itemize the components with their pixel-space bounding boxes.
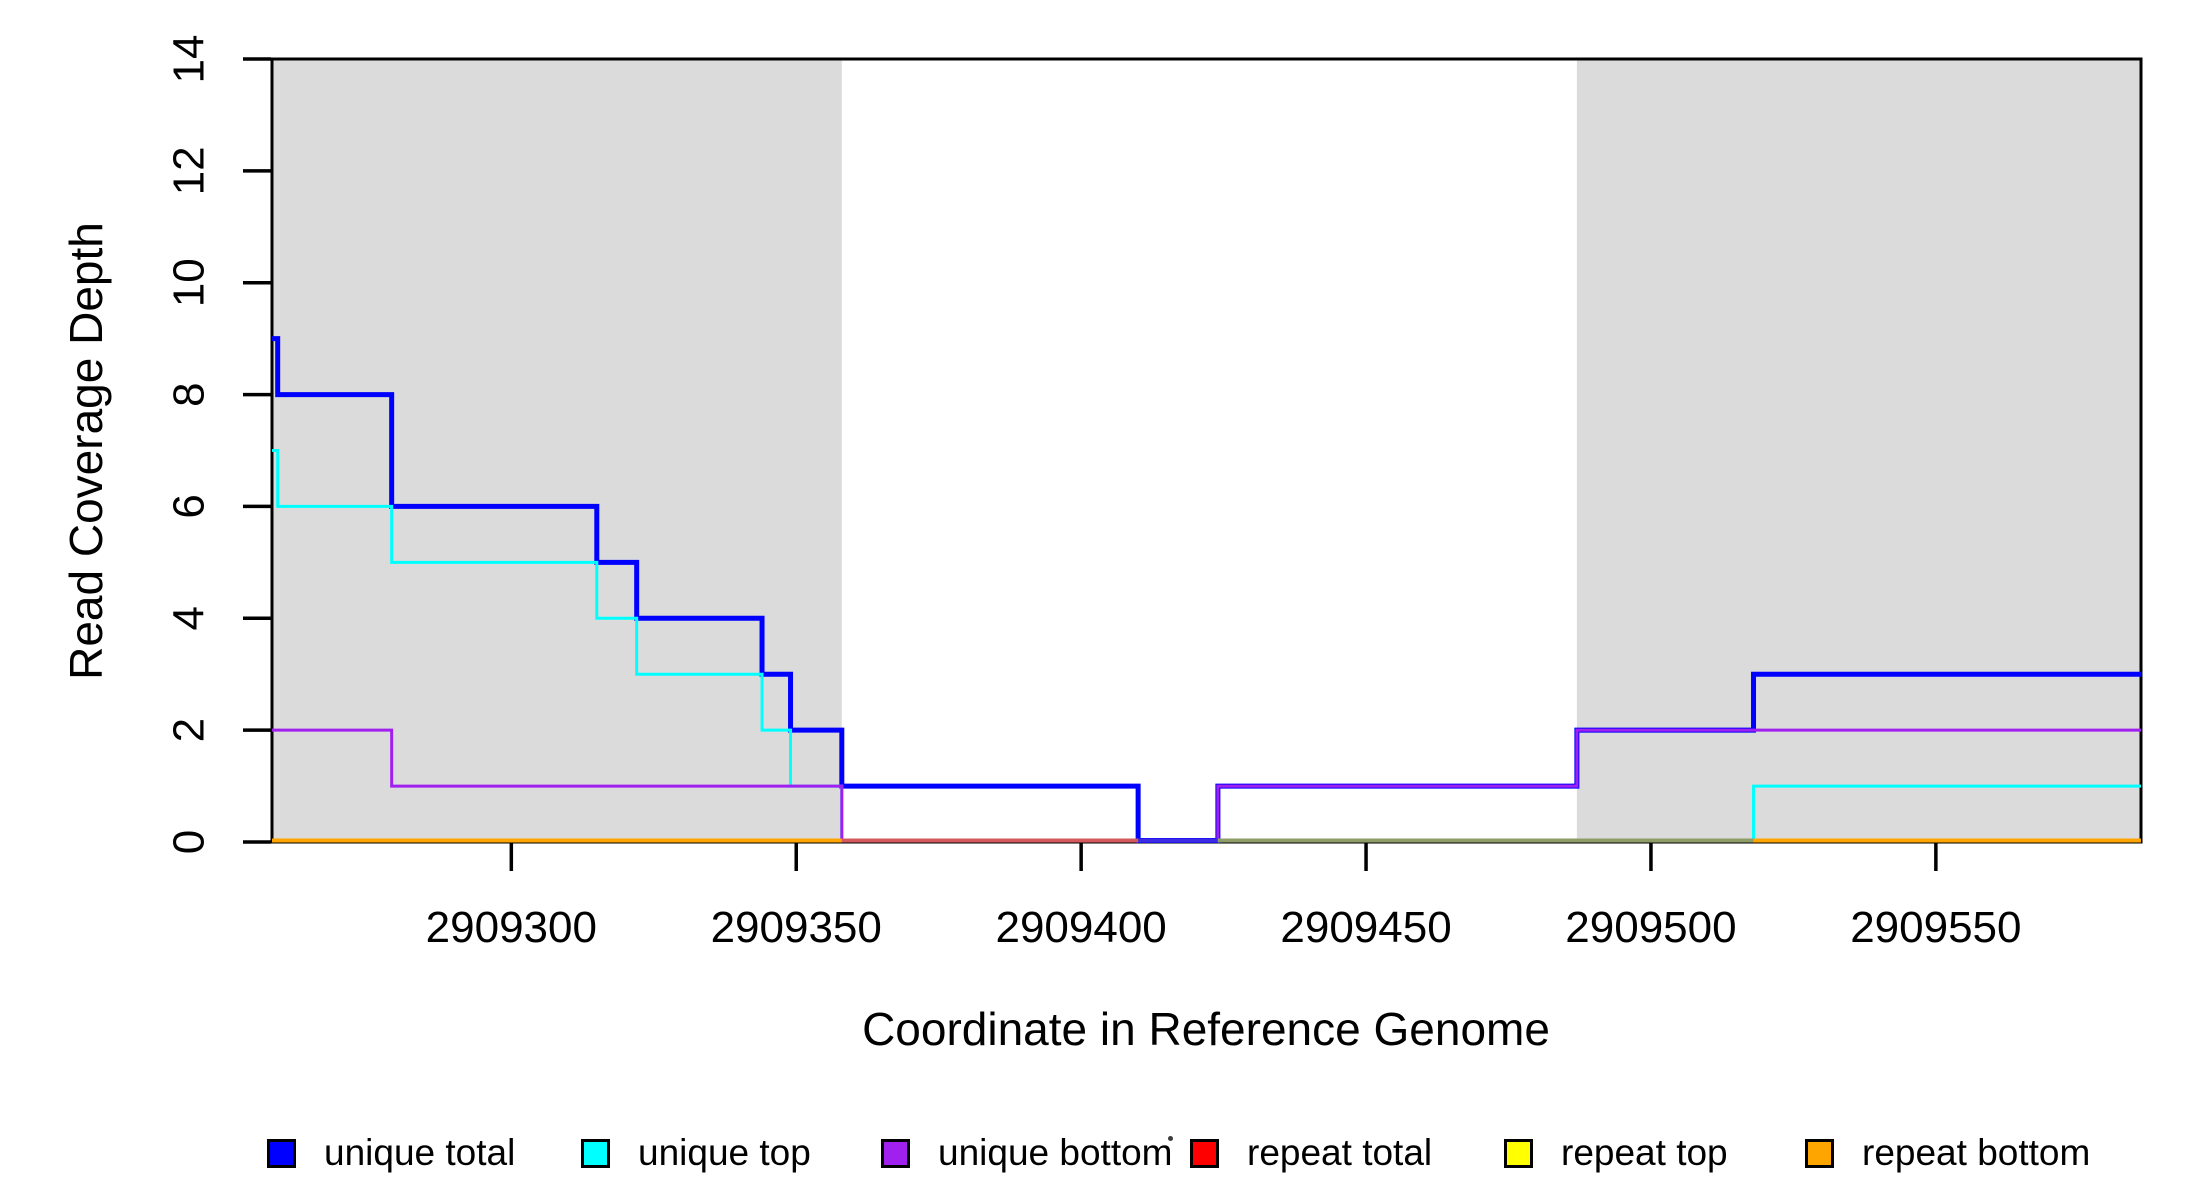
legend-label-repeat-bottom: repeat bottom xyxy=(1862,1132,2091,1173)
shaded-region xyxy=(1576,59,2141,842)
legend-item-unique-total: unique total xyxy=(267,1132,516,1173)
legend-label-unique-top: unique top xyxy=(638,1132,811,1173)
legend-swatch-unique-top xyxy=(581,1138,610,1168)
legend-swatch-unique-bottom xyxy=(881,1138,910,1168)
stray-dot xyxy=(1168,1136,1173,1141)
x-tick-label: 2909300 xyxy=(426,903,597,952)
x-tick-label: 2909400 xyxy=(995,903,1166,952)
legend-item-unique-top: unique top xyxy=(581,1132,811,1173)
legend-item-repeat-bottom: repeat bottom xyxy=(1805,1132,2091,1173)
legend-swatch-repeat-bottom xyxy=(1805,1138,1834,1168)
legend-item-repeat-top: repeat top xyxy=(1504,1132,1728,1173)
shaded-region xyxy=(272,59,842,842)
y-tick-label: 4 xyxy=(165,606,214,630)
y-tick-label: 2 xyxy=(165,718,214,742)
legend-label-repeat-total: repeat total xyxy=(1247,1132,1433,1173)
y-axis-title: Read Coverage Depth xyxy=(60,222,112,680)
legend-item-repeat-total: repeat total xyxy=(1190,1132,1433,1173)
legend-label-unique-bottom: unique bottom xyxy=(938,1132,1173,1173)
x-axis-title: Coordinate in Reference Genome xyxy=(862,1003,1550,1055)
x-tick-label: 2909550 xyxy=(1850,903,2021,952)
legend-label-repeat-top: repeat top xyxy=(1561,1132,1728,1173)
legend-swatch-repeat-total xyxy=(1190,1138,1219,1168)
x-tick-label: 2909350 xyxy=(711,903,882,952)
y-tick-label: 12 xyxy=(165,146,214,195)
y-tick-label: 0 xyxy=(165,830,214,854)
y-tick-label: 14 xyxy=(165,35,214,84)
x-tick-label: 2909450 xyxy=(1280,903,1451,952)
y-tick-label: 8 xyxy=(165,382,214,406)
y-tick-label: 6 xyxy=(165,494,214,518)
y-tick-label: 10 xyxy=(165,258,214,307)
legend-swatch-unique-total xyxy=(267,1138,296,1168)
legend-label-unique-total: unique total xyxy=(324,1132,516,1173)
x-tick-label: 2909500 xyxy=(1565,903,1736,952)
legend-item-unique-bottom: unique bottom xyxy=(881,1132,1173,1173)
legend-swatch-repeat-top xyxy=(1504,1138,1533,1168)
